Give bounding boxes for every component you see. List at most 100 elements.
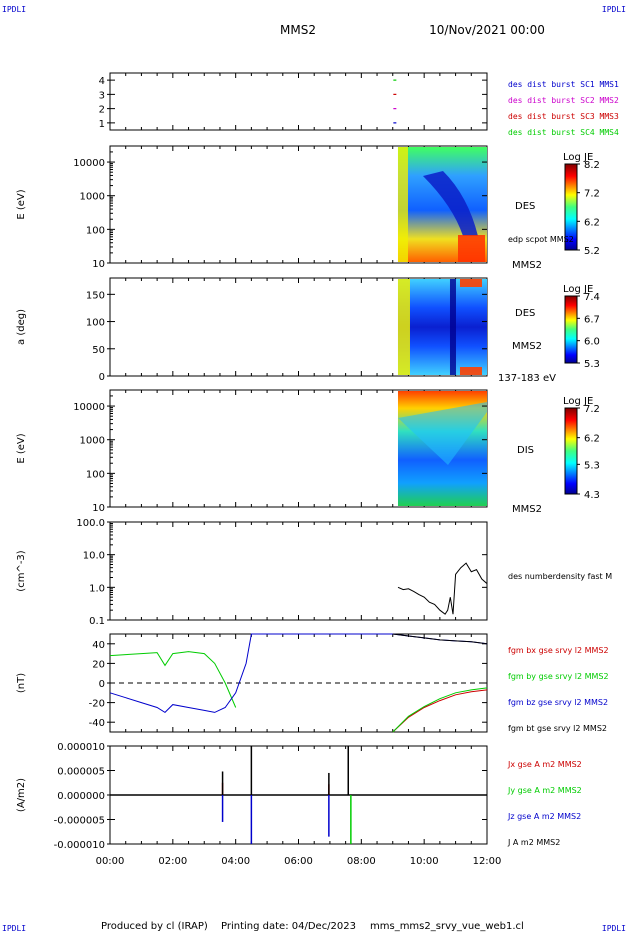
des-energy-panel-y-tick-label: 1000	[80, 192, 105, 203]
des-energy-panel-colorbar-tick-label: 8.2	[584, 160, 600, 171]
des-energy-panel-high-flux-band	[457, 235, 485, 262]
current-panel-legend-entry: Jx gse A m2 MMS2	[507, 760, 582, 769]
current-panel-legend-entry: J A m2 MMS2	[507, 838, 560, 847]
des-energy-panel-y-tick-label: 100	[86, 225, 105, 236]
bfield-panel-y-tick-label: 40	[92, 640, 105, 651]
corner-label-top-right: IPDLI	[601, 5, 626, 14]
current-panel-y-tick-label: 0.000005	[57, 767, 105, 778]
current-panel-y-tick-label: 0.000000	[57, 791, 105, 802]
des-energy-panel-overlay-label: edp scpot MMS2	[508, 235, 574, 244]
bfield-series-line	[392, 633, 488, 645]
burst-panel-frame	[109, 72, 488, 131]
current-panel-legend-entry: Jz gse A m2 MMS2	[507, 812, 581, 821]
bfield-panel-y-tick-label: -20	[89, 699, 105, 710]
density-panel-ylabel: (cm^-3)	[16, 550, 27, 591]
bfield-series-line	[392, 687, 488, 733]
dis-energy-panel-y-tick-label: 1000	[80, 436, 105, 447]
burst-legend-entry: des dist burst SC4 MMS4	[508, 128, 619, 137]
des-pitch-panel-colorbar-tick-label: 5.3	[584, 359, 600, 370]
des-pitch-panel-y-tick-label: 150	[86, 290, 105, 301]
des-energy-panel-colorbar-tick-label: 5.2	[584, 246, 600, 257]
bfield-panel-ylabel: (nT)	[16, 673, 27, 693]
current-panel-y-tick-label: 0.000010	[57, 742, 105, 753]
current-panel-y-tick-label: -0.000010	[54, 840, 105, 851]
time-axis-label: 12:00	[473, 856, 502, 867]
des-energy-panel-edge-band	[397, 147, 408, 262]
dis-energy-panel-instrument-label: DIS	[517, 445, 534, 456]
des-pitch-panel-y-tick-label: 50	[92, 345, 105, 356]
des-pitch-panel-y-tick-label: 100	[86, 318, 105, 329]
des-pitch-panel-ylabel: a (deg)	[16, 309, 27, 345]
des-energy-panel-instrument-label: DES	[515, 201, 535, 212]
time-axis-label: 02:00	[158, 856, 187, 867]
bfield-panel-legend-entry: fgm bz gse srvy l2 MMS2	[508, 698, 608, 707]
des-energy-panel-y-tick-label: 10	[92, 259, 105, 270]
des-pitch-panel-colorbar-tick-label: 7.4	[584, 292, 600, 303]
footer-printing-date: Printing date: 04/Dec/2023	[221, 921, 356, 932]
density-panel-frame	[109, 521, 488, 621]
current-panel-y-tick-label: -0.000005	[54, 816, 105, 827]
density-panel-y-tick-label: 0.1	[89, 616, 105, 627]
time-axis-label: 06:00	[284, 856, 313, 867]
des-energy-panel-low-flux-band	[422, 171, 478, 236]
burst-panel-y-tick-label: 4	[99, 76, 105, 87]
dis-energy-panel-colorbar-tick-label: 4.3	[584, 490, 600, 501]
des-energy-panel-y-tick-label: 10000	[73, 158, 105, 169]
density-panel-y-tick-label: 10.0	[83, 551, 105, 562]
bfield-panel-legend-entry: fgm bt gse srvy l2 MMS2	[508, 724, 607, 733]
dis-energy-panel-colorbar-tick-label: 7.2	[584, 404, 600, 415]
des-pitch-panel-dark-band	[449, 279, 456, 375]
dis-energy-panel-colorbar-title: Log JE	[563, 396, 593, 407]
bfield-panel-y-tick-label: -40	[89, 718, 105, 729]
time-axis-label: 08:00	[347, 856, 376, 867]
burst-legend-entry: des dist burst SC1 MMS1	[508, 80, 619, 89]
spacecraft-title: MMS2	[280, 23, 316, 37]
des-energy-panel-colorbar-title: Log JE	[563, 152, 593, 163]
burst-legend-entry: des dist burst SC3 MMS3	[508, 112, 619, 121]
des-pitch-panel-energy-range-label: 137-183 eV	[498, 373, 556, 384]
date-title: 10/Nov/2021 00:00	[429, 23, 545, 37]
des-energy-panel-spacecraft-label: MMS2	[512, 260, 542, 271]
dis-energy-panel-y-tick-label: 10	[92, 503, 105, 514]
des-pitch-panel-colorbar-title: Log JE	[563, 284, 593, 295]
dis-energy-panel-y-tick-label: 100	[86, 469, 105, 480]
footer-produced-by: Produced by cl (IRAP)	[101, 921, 208, 932]
burst-panel-y-tick-label: 3	[99, 90, 105, 101]
des-energy-panel-colorbar-tick-label: 7.2	[584, 189, 600, 200]
des-energy-panel-colorbar	[564, 163, 578, 251]
bfield-panel-legend-entry: fgm bx gse srvy l2 MMS2	[508, 646, 609, 655]
dis-energy-panel-spacecraft-label: MMS2	[512, 504, 542, 515]
burst-panel-y-tick-label: 1	[99, 119, 105, 130]
density-panel-y-tick-label: 100.0	[76, 518, 105, 529]
dis-energy-panel-y-tick-label: 10000	[73, 402, 105, 413]
time-axis-label: 04:00	[221, 856, 250, 867]
corner-label-bottom-left: IPDLI	[2, 924, 27, 933]
dis-energy-panel-colorbar-tick-label: 6.2	[584, 434, 600, 445]
des-pitch-panel-instrument-label: DES	[515, 308, 535, 319]
des-pitch-panel-spacecraft-label: MMS2	[512, 341, 542, 352]
current-panel-ylabel: (A/m2)	[16, 778, 27, 812]
burst-legend-entry: des dist burst SC2 MMS2	[508, 96, 619, 105]
des-pitch-panel-colorbar-tick-label: 6.0	[584, 337, 600, 348]
des-energy-panel-colorbar-tick-label: 6.2	[584, 217, 600, 228]
bfield-series-line	[392, 689, 488, 733]
bfield-panel-y-tick-label: 20	[92, 659, 105, 670]
des-pitch-panel-colorbar	[564, 295, 578, 364]
bfield-panel-legend-entry: fgm by gse srvy l2 MMS2	[508, 672, 609, 681]
density-panel-y-tick-label: 1.0	[89, 583, 105, 594]
des-pitch-panel-high-flux-bottom	[459, 367, 482, 375]
bfield-series-line	[109, 633, 488, 714]
des-pitch-panel-high-flux-top	[459, 279, 482, 287]
time-axis-label: 00:00	[96, 856, 125, 867]
dis-energy-panel-colorbar	[564, 407, 578, 495]
corner-label-top-left: IPDLI	[2, 5, 27, 14]
dis-energy-panel-colorbar-tick-label: 5.3	[584, 460, 600, 471]
bfield-series-line	[109, 651, 237, 708]
des-pitch-panel-colorbar-tick-label: 6.7	[584, 314, 600, 325]
burst-panel-y-tick-label: 2	[99, 105, 105, 116]
bfield-panel-y-tick-label: 0	[99, 679, 105, 690]
corner-label-bottom-right: IPDLI	[601, 924, 626, 933]
density-panel-legend-entry: des numberdensity fast M	[508, 572, 612, 581]
dis-energy-panel-ylabel: E (eV)	[16, 433, 27, 463]
